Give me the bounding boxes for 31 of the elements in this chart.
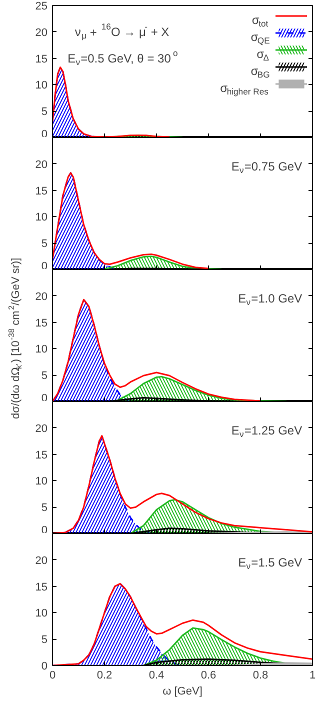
y-tick-label: 15 bbox=[35, 53, 48, 66]
y-tick-label: 20 bbox=[35, 422, 48, 435]
y-tick-label: 5 bbox=[41, 238, 48, 250]
x-tick-label: 1 bbox=[309, 670, 316, 682]
y-tick-label: 15 bbox=[35, 581, 48, 594]
x-tick-label: 0.4 bbox=[148, 670, 164, 682]
y-tick-label: 25 bbox=[35, 0, 48, 12]
x-tick-label: 0.2 bbox=[96, 670, 112, 682]
y-tick-label: 10 bbox=[35, 212, 48, 224]
y-tick-label: 5 bbox=[41, 634, 48, 646]
x-tick-label: 0.8 bbox=[252, 670, 268, 682]
x-tick-label: 0 bbox=[49, 670, 56, 682]
y-tick-label: 5 bbox=[41, 106, 48, 118]
y-tick-label: 5 bbox=[41, 370, 48, 382]
y-tick-label: 20 bbox=[35, 158, 48, 171]
y-tick-label: 5 bbox=[41, 502, 48, 514]
x-axis-title: ω [GeV] bbox=[162, 686, 202, 698]
y-tick-label: 15 bbox=[35, 185, 48, 198]
y-tick-label: 0 bbox=[41, 660, 48, 672]
y-tick-label: 10 bbox=[35, 608, 48, 620]
y-tick-label: 10 bbox=[35, 80, 48, 92]
x-tick-label: 0.6 bbox=[200, 670, 216, 682]
y-tick-label: 10 bbox=[35, 476, 48, 488]
y-tick-label: 20 bbox=[35, 290, 48, 303]
y-tick-label: 15 bbox=[35, 317, 48, 330]
y-tick-label: 20 bbox=[35, 554, 48, 567]
y-tick-label: 15 bbox=[35, 449, 48, 462]
y-tick-label: 20 bbox=[35, 26, 48, 39]
line-series bbox=[52, 66, 170, 137]
y-tick-label: 10 bbox=[35, 344, 48, 356]
line-series bbox=[52, 172, 210, 269]
